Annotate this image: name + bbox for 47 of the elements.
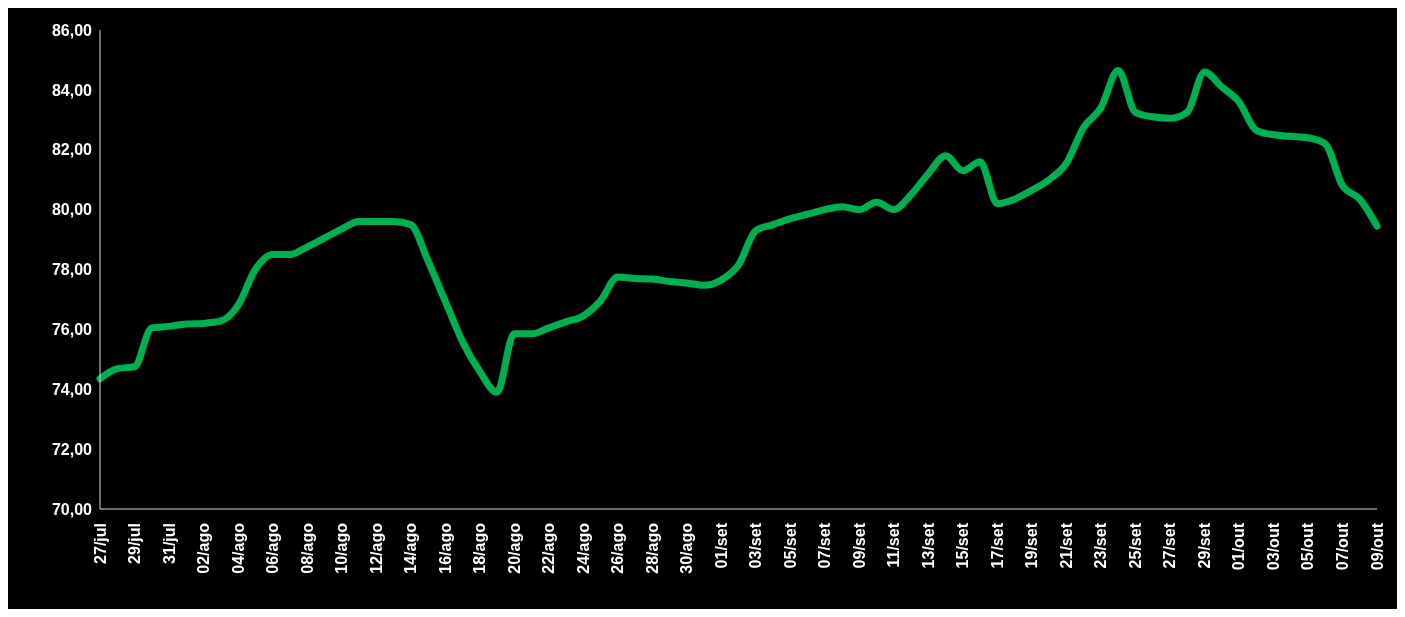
y-tick-label: 82,00 [51, 141, 93, 159]
x-tick-label: 29/jul [126, 523, 144, 564]
x-tick-label: 30/ago [678, 522, 696, 574]
y-tick-label: 78,00 [51, 261, 93, 279]
y-tick-label: 80,00 [51, 201, 93, 219]
y-tick-label: 70,00 [51, 500, 93, 518]
x-tick-label: 16/ago [436, 522, 454, 574]
x-tick-label: 01/set [712, 522, 730, 569]
x-tick-label: 09/set [850, 522, 868, 569]
x-tick-label: 17/set [988, 522, 1006, 569]
x-tick-label: 09/out [1368, 522, 1386, 571]
y-tick-label: 74,00 [51, 380, 93, 398]
x-tick-label: 05/out [1299, 522, 1317, 571]
x-tick-label: 13/set [919, 522, 937, 569]
x-tick-label: 26/ago [609, 522, 627, 574]
x-tick-label: 05/set [781, 522, 799, 569]
x-tick-label: 06/ago [264, 522, 282, 574]
x-tick-label: 03/out [1264, 522, 1282, 571]
x-tick-label: 27/set [1161, 522, 1179, 569]
x-tick-label: 10/ago [333, 522, 351, 574]
x-tick-label: 23/set [1092, 522, 1110, 569]
x-tick-label: 29/set [1195, 522, 1213, 569]
x-tick-label: 03/set [747, 522, 765, 569]
x-tick-label: 11/set [885, 522, 903, 568]
x-tick-label: 12/ago [367, 522, 385, 574]
x-tick-label: 14/ago [402, 522, 420, 574]
x-tick-label: 18/ago [471, 522, 489, 574]
y-tick-label: 86,00 [51, 21, 93, 39]
x-tick-label: 07/out [1333, 522, 1351, 571]
x-tick-label: 20/ago [505, 522, 523, 574]
x-tick-label: 15/set [954, 522, 972, 569]
x-tick-label: 08/ago [298, 522, 316, 574]
x-tick-label: 02/ago [195, 522, 213, 574]
x-tick-label: 25/set [1126, 522, 1144, 569]
x-tick-label: 24/ago [574, 522, 592, 574]
x-tick-label: 04/ago [229, 522, 247, 574]
x-tick-label: 19/set [1023, 522, 1041, 569]
x-tick-label: 31/jul [160, 523, 178, 564]
x-tick-label: 21/set [1057, 522, 1075, 569]
y-tick-label: 84,00 [51, 81, 93, 99]
y-tick-label: 76,00 [51, 321, 93, 339]
x-tick-label: 27/jul [91, 523, 109, 564]
y-tick-label: 72,00 [51, 440, 93, 458]
x-tick-label: 28/ago [643, 522, 661, 574]
x-tick-label: 07/set [816, 522, 834, 569]
x-tick-label: 22/ago [540, 522, 558, 574]
x-tick-label: 01/out [1230, 522, 1248, 571]
